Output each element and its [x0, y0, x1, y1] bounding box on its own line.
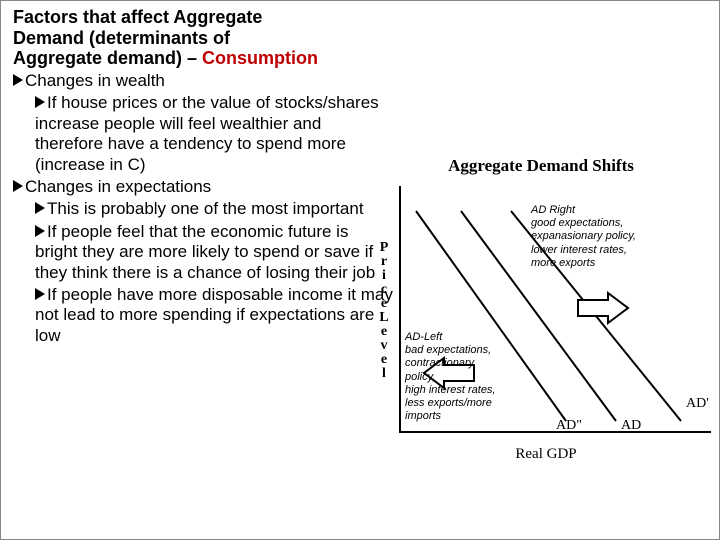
bullet-arrow-icon: [35, 202, 45, 214]
bullet-expect-2-text: If people feel that the economic future …: [35, 222, 375, 282]
ad-label-ad: AD: [621, 418, 641, 434]
title-line3a: Aggregate demand) –: [13, 48, 202, 68]
x-axis-label: Real GDP: [381, 446, 711, 463]
bullet-arrow-icon: [35, 96, 45, 108]
bullet-wealth-detail-text: If house prices or the value of stocks/s…: [35, 93, 379, 173]
bullet-expect: Changes in expectations: [13, 177, 393, 197]
annot-left-l1: contractionary: [405, 357, 515, 370]
bullet-expect-1: This is probably one of the most importa…: [13, 199, 393, 219]
bullet-expect-2: If people feel that the economic future …: [13, 222, 393, 283]
title-line2: Demand (determinants of: [13, 28, 230, 48]
chart-title: Aggregate Demand Shifts: [371, 156, 711, 176]
bullet-arrow-icon: [13, 74, 23, 86]
chart-column: Aggregate Demand Shifts P r i c e L e v …: [371, 156, 711, 456]
bullet-arrow-icon: [13, 180, 23, 192]
annot-left-head: AD-Left: [405, 331, 515, 344]
annot-right-l0: good expectations,: [531, 217, 636, 230]
ad-label-ad2: AD": [556, 418, 582, 434]
annot-right-l2: lower interest rates,: [531, 244, 636, 257]
annot-right-head: AD Right: [531, 204, 636, 217]
annot-right-l1: expanasionary policy,: [531, 230, 636, 243]
annot-left: AD-Left bad expectations, contractionary…: [405, 331, 515, 423]
bullet-wealth: Changes in wealth: [13, 71, 393, 91]
title-consumption: Consumption: [202, 48, 318, 68]
slide-title: Factors that affect Aggregate Demand (de…: [13, 7, 393, 69]
bullet-expect-3: If people have more disposable income it…: [13, 285, 393, 346]
bullet-arrow-icon: [35, 288, 45, 300]
bullet-wealth-text: Changes in wealth: [25, 71, 165, 90]
title-line1: Factors that affect Aggregate: [13, 7, 262, 27]
chart-area: P r i c e L e v e l Real GDP: [381, 186, 711, 456]
text-column: Factors that affect Aggregate Demand (de…: [13, 7, 393, 346]
slide-container: Factors that affect Aggregate Demand (de…: [0, 0, 720, 540]
bullet-expect-1-text: This is probably one of the most importa…: [47, 199, 364, 218]
annot-left-l0: bad expectations,: [405, 344, 515, 357]
annot-right: AD Right good expectations, expanasionar…: [531, 204, 636, 270]
bullet-expect-3-text: If people have more disposable income it…: [35, 285, 393, 345]
right-shift-arrow-icon: [576, 291, 631, 325]
bullet-expect-text: Changes in expectations: [25, 177, 211, 196]
annot-left-l4: less exports/more imports: [405, 397, 515, 423]
annot-right-l3: more exports: [531, 257, 636, 270]
bullet-arrow-icon: [35, 225, 45, 237]
ad-label-ad1: AD': [686, 396, 709, 412]
annot-left-l2: policy,: [405, 371, 515, 384]
annot-left-l3: high interest rates,: [405, 384, 515, 397]
bullet-wealth-detail: If house prices or the value of stocks/s…: [13, 93, 393, 175]
